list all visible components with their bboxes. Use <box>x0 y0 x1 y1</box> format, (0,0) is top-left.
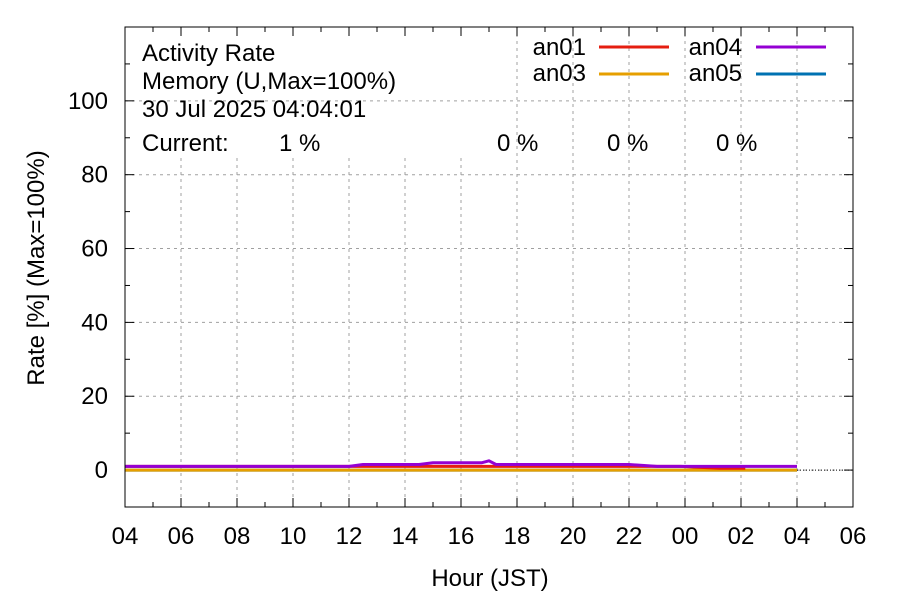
legend: an01 an03 an04 an05 <box>533 34 826 87</box>
current-label: Current: <box>142 130 229 157</box>
legend-label-an03: an03 <box>533 60 586 87</box>
chart-info: Activity Rate Memory (U,Max=100%) 30 Jul… <box>142 40 757 157</box>
chart-title: Activity Rate <box>142 40 275 67</box>
x-tick-label: 04 <box>784 523 811 550</box>
series-lines <box>125 459 853 472</box>
y-tick-label: 60 <box>81 236 108 263</box>
x-tick-label: 02 <box>728 523 755 550</box>
x-tick-label: 06 <box>840 523 867 550</box>
current-value-an04: 0 % <box>607 130 648 157</box>
legend-label-an05: an05 <box>689 60 742 87</box>
x-tick-label: 22 <box>616 523 643 550</box>
x-tick-label: 18 <box>504 523 531 550</box>
y-tick-label: 40 <box>81 309 108 336</box>
chart-subtitle: Memory (U,Max=100%) <box>142 68 396 95</box>
y-tick-label: 80 <box>81 162 108 189</box>
x-tick-label: 06 <box>168 523 195 550</box>
legend-label-an04: an04 <box>689 34 742 61</box>
current-value-an05: 0 % <box>716 130 757 157</box>
x-axis-title: Hour (JST) <box>431 565 548 592</box>
y-tick-label: 0 <box>95 457 108 484</box>
x-axis: 04 06 08 10 12 14 16 18 20 22 00 02 04 06 <box>112 27 867 550</box>
x-tick-label: 16 <box>448 523 475 550</box>
y-tick-label: 20 <box>81 383 108 410</box>
x-tick-label: 20 <box>560 523 587 550</box>
current-value-an03: 0 % <box>497 130 538 157</box>
x-tick-label: 08 <box>224 523 251 550</box>
chart-timestamp: 30 Jul 2025 04:04:01 <box>142 96 366 123</box>
series-line-an04 <box>125 459 797 468</box>
x-tick-label: 00 <box>672 523 699 550</box>
y-axis-title: Rate [%] (Max=100%) <box>23 150 50 385</box>
legend-label-an01: an01 <box>533 34 586 61</box>
x-tick-label: 14 <box>392 523 419 550</box>
x-tick-label: 12 <box>336 523 363 550</box>
y-tick-label: 100 <box>68 88 108 115</box>
x-tick-label: 10 <box>280 523 307 550</box>
current-value-an01: 1 % <box>279 130 320 157</box>
plot-frame <box>124 26 854 508</box>
x-tick-label: 04 <box>112 523 139 550</box>
